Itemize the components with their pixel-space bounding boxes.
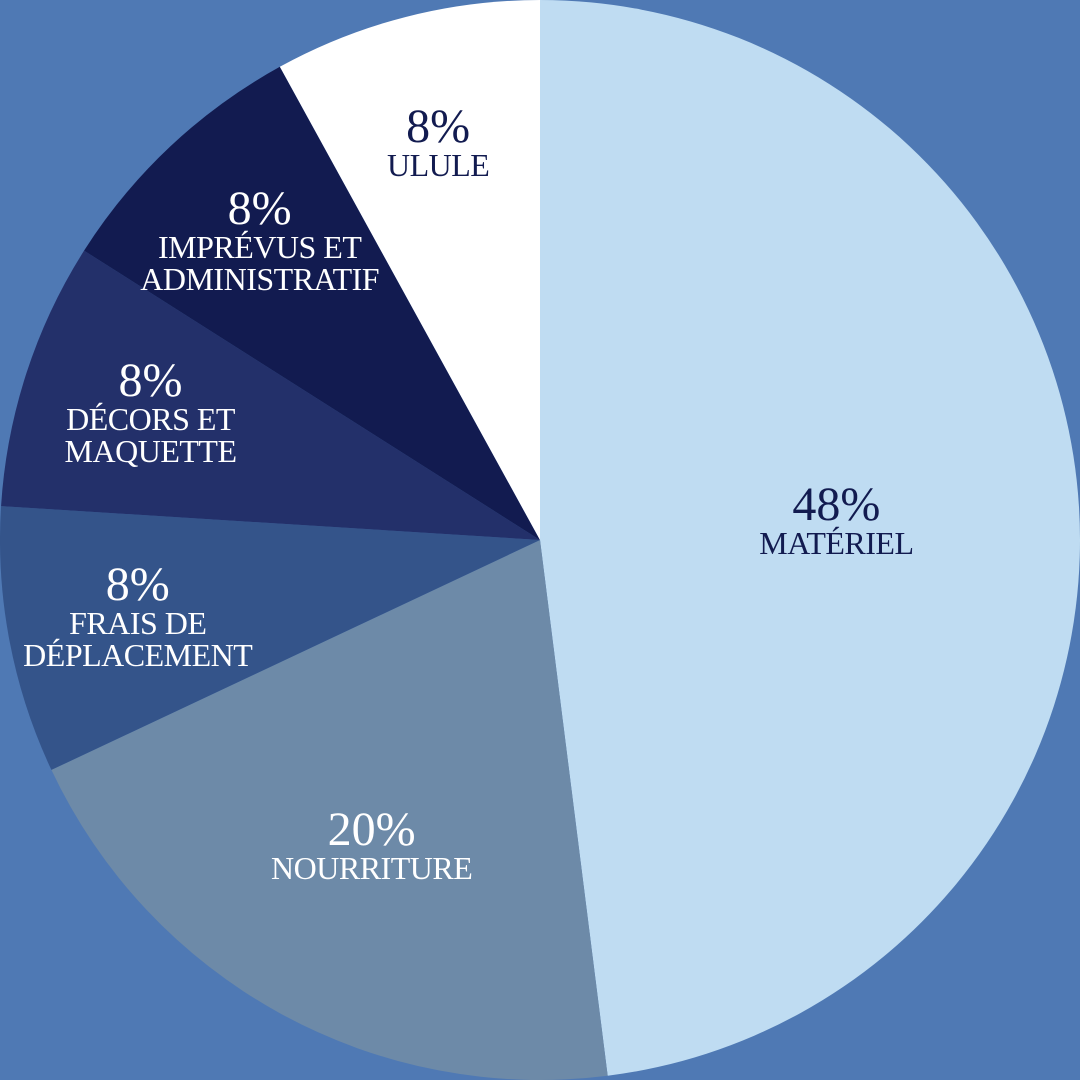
category-label: DÉCORS ET MAQUETTE [64, 401, 237, 470]
pie-slice [279, 0, 540, 540]
slice-label: 8% DÉCORS ET MAQUETTE [64, 354, 237, 470]
value-label: 48% [792, 478, 881, 532]
value-label: 8% [406, 100, 471, 154]
category-label: MATÉRIEL [759, 525, 914, 562]
slice-label: 8% ULULE [386, 100, 490, 184]
value-label: 8% [118, 354, 183, 408]
pie-slice [1, 250, 541, 540]
pie-slice [84, 66, 540, 540]
slice-label: 20% NOURRITURE [271, 803, 473, 887]
pie-slice [540, 0, 1080, 1076]
pie-slice [51, 540, 608, 1080]
slice-label: 8% IMPRÉVUS ET ADMINISTRATIF [140, 182, 380, 298]
value-label: 20% [327, 803, 416, 857]
value-label: 8% [105, 557, 170, 611]
category-label: ULULE [386, 147, 490, 184]
value-label: 8% [227, 182, 292, 236]
category-label: FRAIS DE DÉPLACEMENT [23, 604, 253, 673]
slice-label: 8% FRAIS DE DÉPLACEMENT [23, 557, 253, 673]
slice-label: 48% MATÉRIEL [759, 478, 914, 562]
category-label: NOURRITURE [271, 850, 473, 887]
category-label: IMPRÉVUS ET ADMINISTRATIF [140, 229, 380, 298]
pie-slice [0, 506, 540, 770]
